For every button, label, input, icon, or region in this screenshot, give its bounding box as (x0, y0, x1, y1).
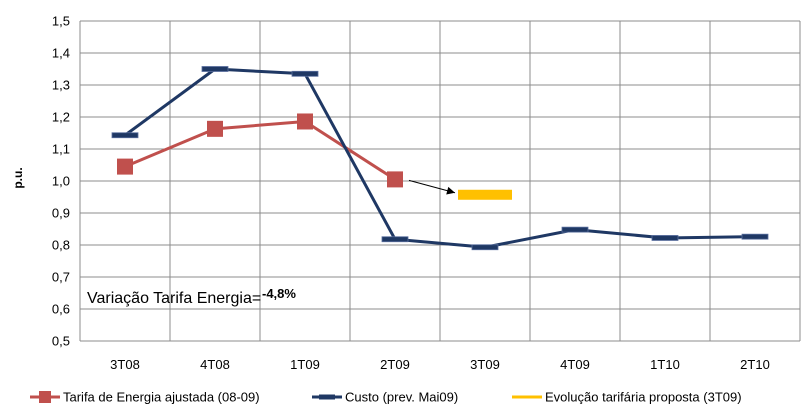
x-tick-label: 3T08 (110, 357, 140, 372)
annotation-value: -4,8% (262, 286, 296, 301)
legend-item-1: Tarifa de Energia ajustada (08-09) (30, 390, 260, 405)
series-line (124, 119, 396, 181)
y-tick-label: 1,5 (52, 14, 70, 29)
x-tick-label: 3T09 (470, 357, 500, 372)
legend-item-2: Custo (prev. Mai09) (312, 390, 458, 405)
x-tick-label: 1T09 (290, 357, 320, 372)
annotation-arrow (408, 179, 456, 195)
x-tick-label: 1T10 (650, 357, 680, 372)
series-layer (111, 66, 769, 251)
y-axis-label: p.u. (11, 167, 25, 188)
x-tick-label: 4T08 (200, 357, 230, 372)
y-tick-label: 1,4 (52, 46, 70, 61)
legend-swatch-marker (319, 394, 335, 400)
x-tick-label: 2T09 (380, 357, 410, 372)
legend-label: Tarifa de Energia ajustada (08-09) (63, 390, 260, 405)
data-point (471, 244, 499, 251)
series-3 (458, 189, 512, 200)
x-tick-label: 4T09 (560, 357, 590, 372)
y-tick-label: 1,2 (52, 110, 70, 125)
data-point (291, 70, 319, 77)
arrow-head (446, 186, 455, 195)
data-point (207, 120, 223, 137)
series-1 (117, 113, 403, 188)
y-tick-label: 0,6 (52, 302, 70, 317)
data-point (387, 171, 403, 188)
data-point (111, 132, 139, 139)
legend-label: Evolução tarifária proposta (3T09) (545, 390, 742, 405)
y-axis-ticks: 0,5 0,6 0,7 0,8 0,9 1,0 1,1 1,2 1,3 1,4 1,5 (52, 14, 70, 349)
data-point (117, 158, 133, 175)
data-point (297, 113, 313, 130)
grid-lines (79, 20, 801, 342)
y-tick-label: 0,5 (52, 334, 70, 349)
legend-item-3: Evolução tarifária proposta (3T09) (512, 390, 742, 405)
data-point (651, 235, 679, 241)
y-tick-label: 0,8 (52, 238, 70, 253)
data-point (741, 233, 769, 240)
x-tick-label: 2T10 (740, 357, 770, 372)
legend: Tarifa de Energia ajustada (08-09) Custo … (30, 390, 742, 405)
y-tick-label: 1,1 (52, 142, 70, 157)
legend-label: Custo (prev. Mai09) (345, 390, 458, 405)
series-2 (111, 66, 769, 251)
data-point (458, 189, 512, 200)
y-tick-label: 1,3 (52, 78, 70, 93)
data-point (381, 236, 409, 243)
data-point (561, 226, 589, 233)
data-point (201, 66, 229, 72)
x-axis-ticks: 3T08 4T08 1T09 2T09 3T09 4T09 1T10 2T10 (110, 357, 770, 372)
series-line (124, 67, 756, 249)
y-tick-label: 0,7 (52, 270, 70, 285)
legend-swatch-marker (39, 391, 51, 403)
y-tick-label: 1,0 (52, 174, 70, 189)
annotation-label: Variação Tarifa Energia= (87, 290, 261, 307)
y-tick-label: 0,9 (52, 206, 70, 221)
